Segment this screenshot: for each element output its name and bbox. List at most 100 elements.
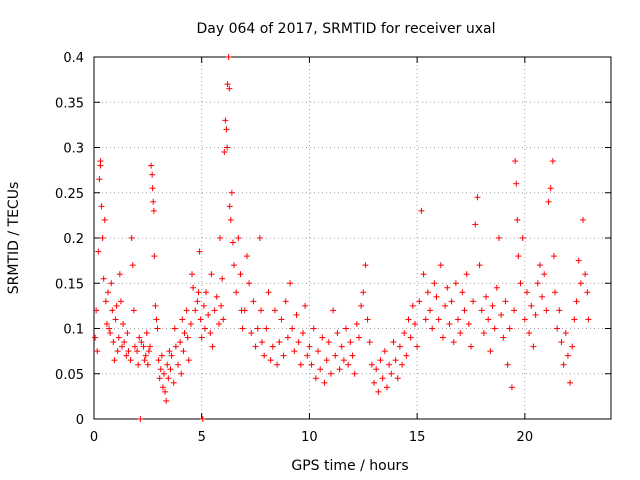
data-point [117, 298, 124, 305]
data-point [142, 352, 149, 359]
data-point [168, 352, 175, 359]
data-point [500, 334, 507, 341]
data-point [562, 330, 569, 337]
data-point [113, 302, 120, 309]
data-point [98, 203, 105, 210]
data-point [371, 379, 378, 386]
data-point [164, 361, 171, 368]
x-tick-label: 15 [409, 430, 426, 445]
y-tick-label: 0.25 [55, 187, 84, 202]
data-point [196, 248, 203, 255]
data-points [92, 54, 592, 422]
data-point [278, 316, 285, 323]
data-point [137, 416, 144, 422]
x-tick-label: 5 [198, 430, 206, 445]
data-point [248, 330, 255, 337]
data-point [105, 289, 112, 296]
data-point [159, 384, 166, 391]
data-point [261, 352, 268, 359]
data-point [180, 348, 187, 355]
data-point [107, 330, 114, 337]
data-point [102, 298, 109, 305]
y-tick-label: 0.35 [55, 96, 84, 111]
data-point [197, 316, 204, 323]
data-point [208, 271, 215, 278]
data-point [189, 271, 196, 278]
data-point [446, 320, 453, 327]
data-point [442, 302, 449, 309]
data-point [140, 343, 147, 350]
data-point [558, 339, 565, 346]
data-point [556, 307, 563, 314]
data-point [549, 158, 556, 165]
data-point [493, 284, 500, 291]
data-point [334, 330, 341, 337]
data-point [194, 298, 201, 305]
data-point [373, 366, 380, 373]
data-point [184, 334, 191, 341]
y-tick-label: 0 [76, 413, 84, 428]
data-point [418, 207, 425, 214]
data-point [156, 375, 163, 382]
data-point [229, 239, 236, 246]
data-point [424, 289, 431, 296]
data-point [252, 343, 259, 350]
data-point [219, 275, 226, 282]
data-point [274, 361, 281, 368]
data-point [536, 262, 543, 269]
data-point [141, 357, 148, 364]
data-point [267, 357, 274, 364]
data-point [360, 289, 367, 296]
data-point [399, 361, 406, 368]
data-point [504, 361, 511, 368]
y-tick-label: 0.4 [63, 51, 84, 66]
data-point [227, 216, 234, 223]
data-point [349, 352, 356, 359]
data-point [228, 189, 235, 196]
data-point [185, 357, 192, 364]
data-point [201, 325, 208, 332]
data-point [539, 293, 546, 300]
data-point [171, 325, 178, 332]
data-point [567, 379, 574, 386]
data-point [584, 289, 591, 296]
data-point [192, 307, 199, 314]
chart-title: Day 064 of 2017, SRMTID for receiver uxa… [196, 21, 495, 37]
data-point [396, 343, 403, 350]
data-point [532, 311, 539, 318]
data-point [511, 307, 518, 314]
data-point [106, 325, 113, 332]
data-point [101, 216, 108, 223]
data-point [487, 348, 494, 355]
data-point [526, 330, 533, 337]
data-point [405, 316, 412, 323]
data-point [291, 348, 298, 355]
data-point [459, 289, 466, 296]
data-point [114, 348, 121, 355]
data-point [111, 357, 118, 364]
data-point [149, 185, 156, 192]
data-point [178, 370, 185, 377]
data-point [457, 330, 464, 337]
data-point [582, 271, 589, 278]
data-point [92, 334, 99, 341]
data-point [287, 280, 294, 287]
data-point [165, 375, 172, 382]
data-point [483, 293, 490, 300]
data-point [158, 352, 165, 359]
data-point [340, 357, 347, 364]
data-point [152, 302, 159, 309]
data-point [450, 339, 457, 346]
data-point [420, 271, 427, 278]
data-point [170, 379, 177, 386]
data-point [226, 203, 233, 210]
data-point [375, 388, 382, 395]
data-point [147, 343, 154, 350]
data-point [439, 334, 446, 341]
data-point [407, 334, 414, 341]
data-point [437, 262, 444, 269]
data-point [128, 235, 135, 241]
data-point [308, 361, 315, 368]
data-point [585, 316, 592, 323]
